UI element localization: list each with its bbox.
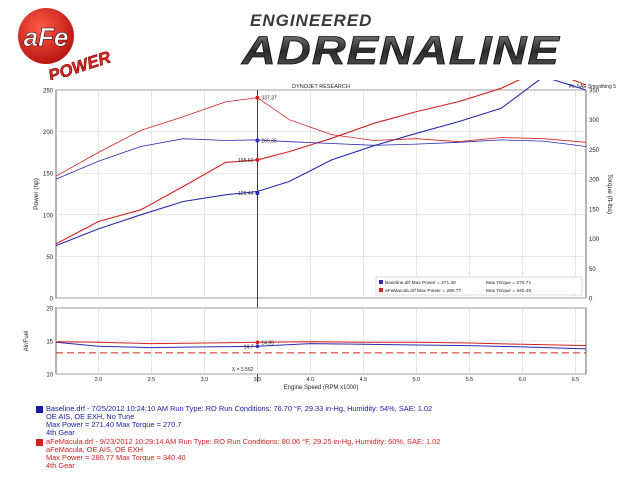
- plot-frame: [55, 89, 587, 299]
- logo-red-disc: [18, 8, 74, 64]
- air-fuel-plot: 2.0 2.5 3.0 3.5 4.0 4.5 5.0 5.5 6.0 6.5 10 15 20 Air/…: [24, 307, 587, 391]
- y2-tick-label: 50: [589, 267, 596, 273]
- x-tick-label: 3.0: [201, 377, 209, 383]
- legend-box: [375, 276, 583, 296]
- annotation-dot: [255, 191, 260, 196]
- afr-annotation-label: 14.95: [261, 340, 274, 346]
- afe-line-1: aFeMacula.drf - 9/23/2012 10:29:14 AM Ru…: [46, 437, 441, 446]
- baseline-swatch: [36, 406, 43, 413]
- cursor-readout: X = 3.562: [232, 367, 254, 373]
- afr-y-tick-label: 20: [46, 307, 53, 313]
- y-axis-label: Power (hp): [33, 178, 40, 210]
- y2-tick-label: 100: [589, 237, 600, 243]
- headline-top: ENGINEERED: [250, 11, 372, 30]
- baseline-line-3: Max Power = 271.40 Max Torque = 270.7: [46, 420, 182, 429]
- legend-entry: Baseline.drf Max Power = 271.40: [385, 280, 456, 286]
- legend-swatch: [379, 280, 383, 284]
- y2-tick-label: 350: [589, 89, 600, 95]
- series-line-torque: [55, 97, 587, 177]
- y-tick-label: 100: [43, 213, 54, 219]
- y2-tick-label: 150: [589, 207, 600, 213]
- annotation-label: 126.44: [238, 191, 254, 197]
- afr-y-axis-label: Air/Fuel: [24, 331, 30, 352]
- x-tick-label: 5.5: [466, 377, 474, 383]
- annotation-dot: [255, 95, 260, 100]
- y2-tick-label: 250: [589, 148, 600, 154]
- headline-main: ADRENALINE: [241, 29, 561, 72]
- x-axis-label: Engine Speed (RPM x1000): [284, 385, 359, 391]
- annotation-dot: [255, 157, 260, 162]
- logo-text: aFe: [24, 22, 69, 52]
- annotation-dot: [255, 138, 260, 143]
- y2-tick-label: 300: [589, 118, 600, 124]
- afr-series-line: [55, 341, 587, 347]
- dyno-chart: 0 50 100 150 200 250 0 50 100 150 200 250 300 350 DYNO…: [24, 80, 616, 391]
- y-tick-label: 0: [50, 297, 54, 303]
- engineered-adrenaline-headline: ENGINEERED ADRENALINE: [240, 11, 561, 72]
- power-torque-plot: 0 50 100 150 200 250 0 50 100 150 200 250 300 350 DYNO…: [33, 80, 616, 382]
- series-line-power: [55, 80, 587, 245]
- series-line-torque: [55, 138, 587, 180]
- annotation-label: 265.36: [261, 139, 277, 145]
- x-tick-label: 5.0: [413, 377, 421, 383]
- x-tick-label: 6.5: [572, 377, 580, 383]
- afr-y-tick-label: 15: [46, 340, 53, 346]
- x-tick-label: 6.0: [519, 377, 527, 383]
- afr-annotation-dot: [255, 340, 260, 345]
- x-tick-label: 2.5: [148, 377, 156, 383]
- afe-swatch: [36, 439, 43, 446]
- afe-line-2: aFeMacula, OE AIS, OE EXH: [46, 445, 143, 454]
- chart-title: DYNOJET RESEARCH: [292, 84, 350, 90]
- y2-axis-label: Torque (ft-lbs): [606, 174, 613, 214]
- afe-power-logo: aFe POWER: [18, 8, 114, 80]
- afr-annotation-dot: [255, 344, 260, 349]
- y-tick-label: 150: [43, 172, 54, 178]
- legend-swatch: [379, 288, 383, 292]
- corner-label: Pt: SAE Smoothing 5: [569, 84, 616, 90]
- y-tick-label: 50: [46, 255, 53, 261]
- x-tick-label: 4.0: [307, 377, 315, 383]
- afe-line-4: 4th Gear: [46, 461, 75, 470]
- x-tick-label: 4.5: [360, 377, 368, 383]
- annotation-label: 337.37: [261, 96, 277, 102]
- y2-tick-label: 200: [589, 178, 600, 184]
- y2-tick-label: 0: [589, 297, 593, 303]
- legend-torque: Max Torque = 270.71: [486, 280, 531, 286]
- y-tick-label: 200: [43, 130, 54, 136]
- legend-entry: aFeMacula.drf Max Power = 280.77: [385, 288, 461, 294]
- baseline-line-1: Baseline.drf - 7/25/2012 10:24:10 AM Run…: [46, 404, 433, 413]
- x-tick-label: 3.5: [254, 377, 262, 383]
- annotation-label: 165.61: [238, 158, 254, 164]
- x-tick-label: 2.0: [95, 377, 103, 383]
- legend-torque: Max Torque = 340.40: [486, 288, 531, 294]
- baseline-line-4: 4th Gear: [46, 428, 75, 437]
- run-legend: Baseline.drf - 7/25/2012 10:24:10 AM Run…: [0, 398, 640, 480]
- afr-annotation-label: 14.7: [244, 344, 254, 350]
- series-line-power: [55, 80, 587, 247]
- afr-series-line: [55, 341, 587, 350]
- y-tick-label: 250: [43, 89, 54, 95]
- afr-y-tick-label: 10: [46, 373, 53, 379]
- baseline-line-2: OE AIS, OE EXH, No Tune: [46, 412, 135, 421]
- afe-line-3: Max Power = 280.77 Max Torque = 340.40: [46, 453, 186, 462]
